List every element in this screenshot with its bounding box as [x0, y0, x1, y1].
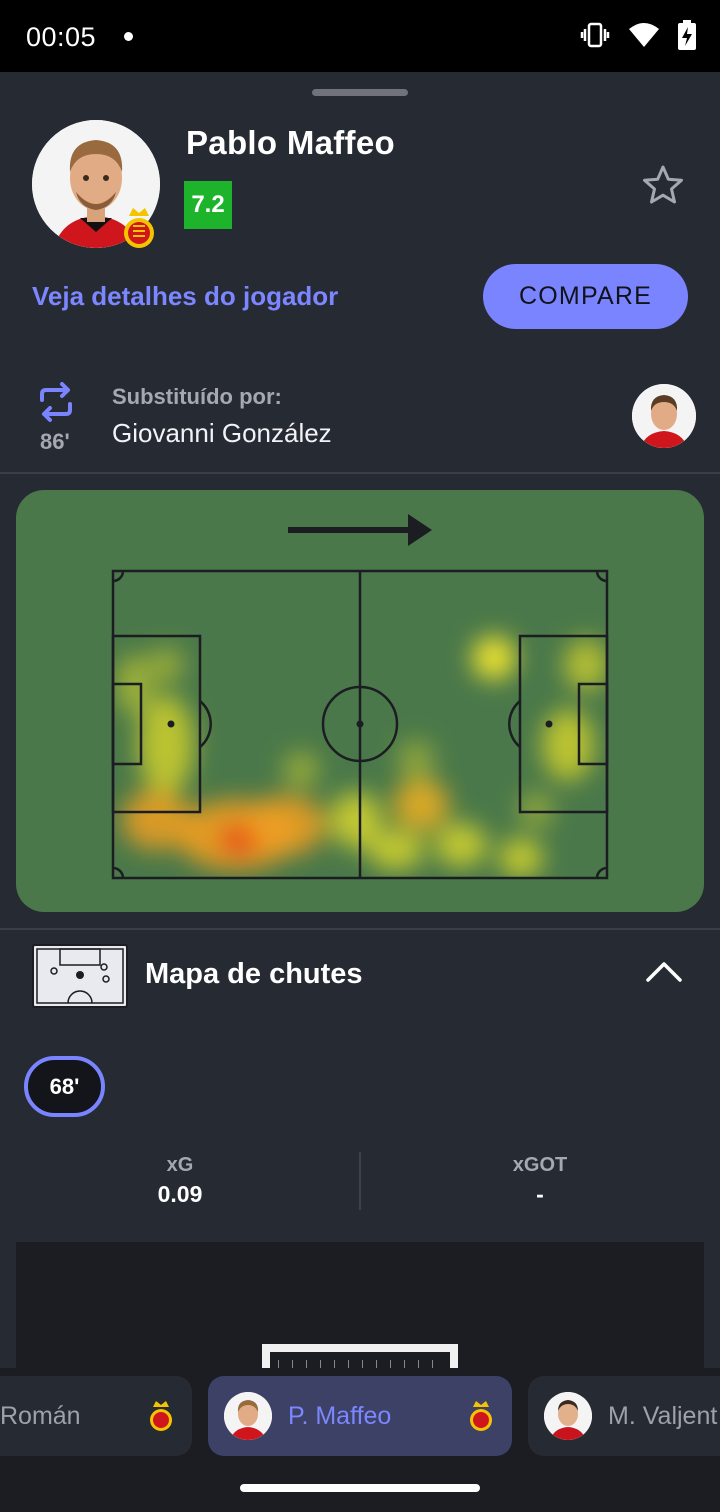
substitution-icon — [40, 382, 72, 422]
player-chip[interactable]: Román — [0, 1376, 192, 1456]
divider — [0, 928, 720, 930]
player-chip-name: Román — [0, 1401, 81, 1430]
club-badge-icon — [470, 1401, 492, 1431]
favorite-star-icon[interactable] — [642, 164, 684, 206]
player-chip-active[interactable]: P. Maffeo — [208, 1376, 512, 1456]
heat-spots — [116, 636, 607, 878]
home-indicator[interactable] — [240, 1484, 480, 1492]
player-chip[interactable]: M. Valjent — [528, 1376, 720, 1456]
substitute-avatar[interactable] — [632, 384, 696, 448]
notification-dot — [124, 32, 133, 41]
xgot-label: xGOT — [512, 1154, 568, 1176]
substitute-player-name[interactable]: Giovanni González — [112, 418, 332, 448]
drag-handle[interactable] — [312, 89, 408, 96]
xg-label: xG — [166, 1154, 194, 1176]
player-chip-avatar — [224, 1392, 272, 1440]
shot-map-icon — [32, 944, 128, 1008]
substitution-minute: 86' — [40, 429, 70, 454]
battery-charging-icon — [678, 20, 696, 50]
player-details-link[interactable]: Veja detalhes do jogador — [32, 281, 339, 311]
player-avatar — [32, 120, 160, 248]
player-chip-avatar — [544, 1392, 592, 1440]
player-chip-name: P. Maffeo — [288, 1401, 392, 1430]
club-badge-icon — [150, 1401, 172, 1431]
player-name: Pablo Maffeo — [186, 124, 395, 161]
player-sheet: Pablo Maffeo 7.2 Veja detalhes do jogado… — [0, 72, 720, 1368]
player-chip-name: M. Valjent — [608, 1401, 718, 1430]
pitch-lines — [111, 569, 609, 880]
xgot-value: - — [536, 1181, 544, 1207]
status-icons — [580, 20, 696, 50]
pitch-spots — [167, 720, 553, 728]
goal-net — [278, 1360, 442, 1368]
status-bar: 00:05 — [0, 0, 720, 72]
chevron-up-icon[interactable] — [644, 958, 684, 986]
compare-button[interactable]: COMPARE — [483, 264, 688, 329]
rating-badge: 7.2 — [184, 181, 232, 229]
divider — [0, 472, 720, 474]
xgot-stat: xGOT - — [360, 1154, 720, 1208]
vibrate-icon — [580, 22, 610, 48]
wifi-icon — [629, 23, 659, 47]
status-time: 00:05 — [26, 22, 97, 52]
heatmap-card — [16, 490, 704, 912]
club-badge-icon — [122, 206, 156, 250]
player-switcher: Román P. Maffeo — [0, 1368, 720, 1512]
substitution-label: Substituído por: — [112, 384, 282, 409]
shot-minute-chip[interactable]: 68' — [24, 1056, 105, 1117]
stat-divider — [359, 1152, 361, 1210]
xg-value: 0.09 — [157, 1181, 203, 1207]
goal-frame — [262, 1344, 458, 1368]
xg-stat: xG 0.09 — [0, 1154, 360, 1208]
goal-view — [16, 1242, 704, 1368]
shot-map-title: Mapa de chutes — [145, 958, 363, 990]
attack-direction-arrow-icon — [288, 514, 432, 546]
heatmap-pitch — [111, 514, 609, 880]
